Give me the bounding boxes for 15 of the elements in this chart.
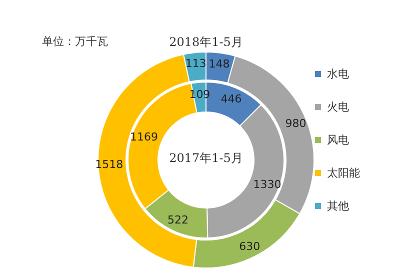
- slice-label: 2017年1-5月: [169, 151, 243, 165]
- legend-label: 水电: [327, 68, 349, 80]
- data-label: 1169: [130, 130, 158, 144]
- data-label: 630: [239, 240, 260, 254]
- data-label: 148: [208, 57, 230, 70]
- legend-label: 风电: [327, 134, 349, 146]
- legend-label: 火电: [327, 100, 349, 114]
- text: 单位：万千瓦: [42, 35, 108, 48]
- legend-label: 太阳能: [327, 166, 360, 180]
- data-label: 113: [185, 57, 206, 70]
- legend-label: 其他: [327, 200, 349, 212]
- data-label: 522: [168, 213, 189, 226]
- data-label: 446: [220, 92, 242, 106]
- data-label: 980: [285, 116, 306, 130]
- slice-label: 2018年1-5月: [169, 35, 243, 49]
